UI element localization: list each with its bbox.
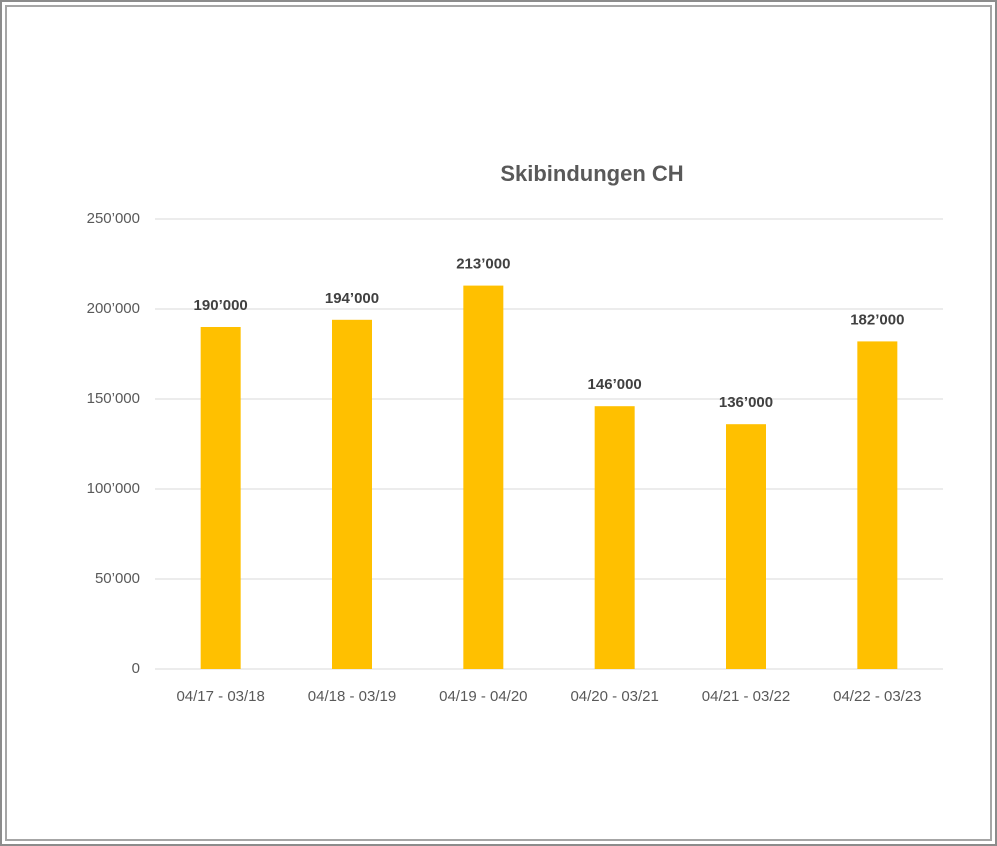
- bar: [332, 319, 372, 669]
- x-tick-label: 04/20 - 03/21: [570, 688, 658, 705]
- y-tick-label: 200’000: [87, 300, 140, 317]
- x-tick-label: 04/17 - 03/18: [176, 688, 264, 705]
- bar: [726, 424, 766, 669]
- x-tick-label: 04/18 - 03/19: [308, 688, 396, 705]
- y-tick-label: 0: [132, 660, 140, 677]
- bar: [200, 327, 241, 669]
- y-tick-label: 150’000: [87, 390, 140, 407]
- y-tick-label: 100’000: [87, 480, 140, 497]
- bar: [463, 285, 504, 669]
- frame-inner: [5, 5, 992, 841]
- bar: [857, 341, 898, 669]
- y-tick-label: 250’000: [87, 210, 140, 227]
- chart-title: Skibindungen CH: [500, 161, 683, 186]
- value-label: 146’000: [588, 376, 642, 393]
- x-tick-label: 04/22 - 03/23: [833, 688, 921, 705]
- value-label: 182’000: [850, 311, 904, 328]
- value-label: 213’000: [456, 256, 510, 273]
- x-tick-label: 04/21 - 03/22: [702, 688, 790, 705]
- bar: [594, 406, 635, 669]
- value-label: 136’000: [719, 394, 773, 411]
- value-label: 194’000: [325, 290, 379, 307]
- y-tick-label: 50’000: [95, 570, 140, 587]
- value-label: 190’000: [194, 297, 248, 314]
- x-tick-label: 04/19 - 04/20: [439, 688, 527, 705]
